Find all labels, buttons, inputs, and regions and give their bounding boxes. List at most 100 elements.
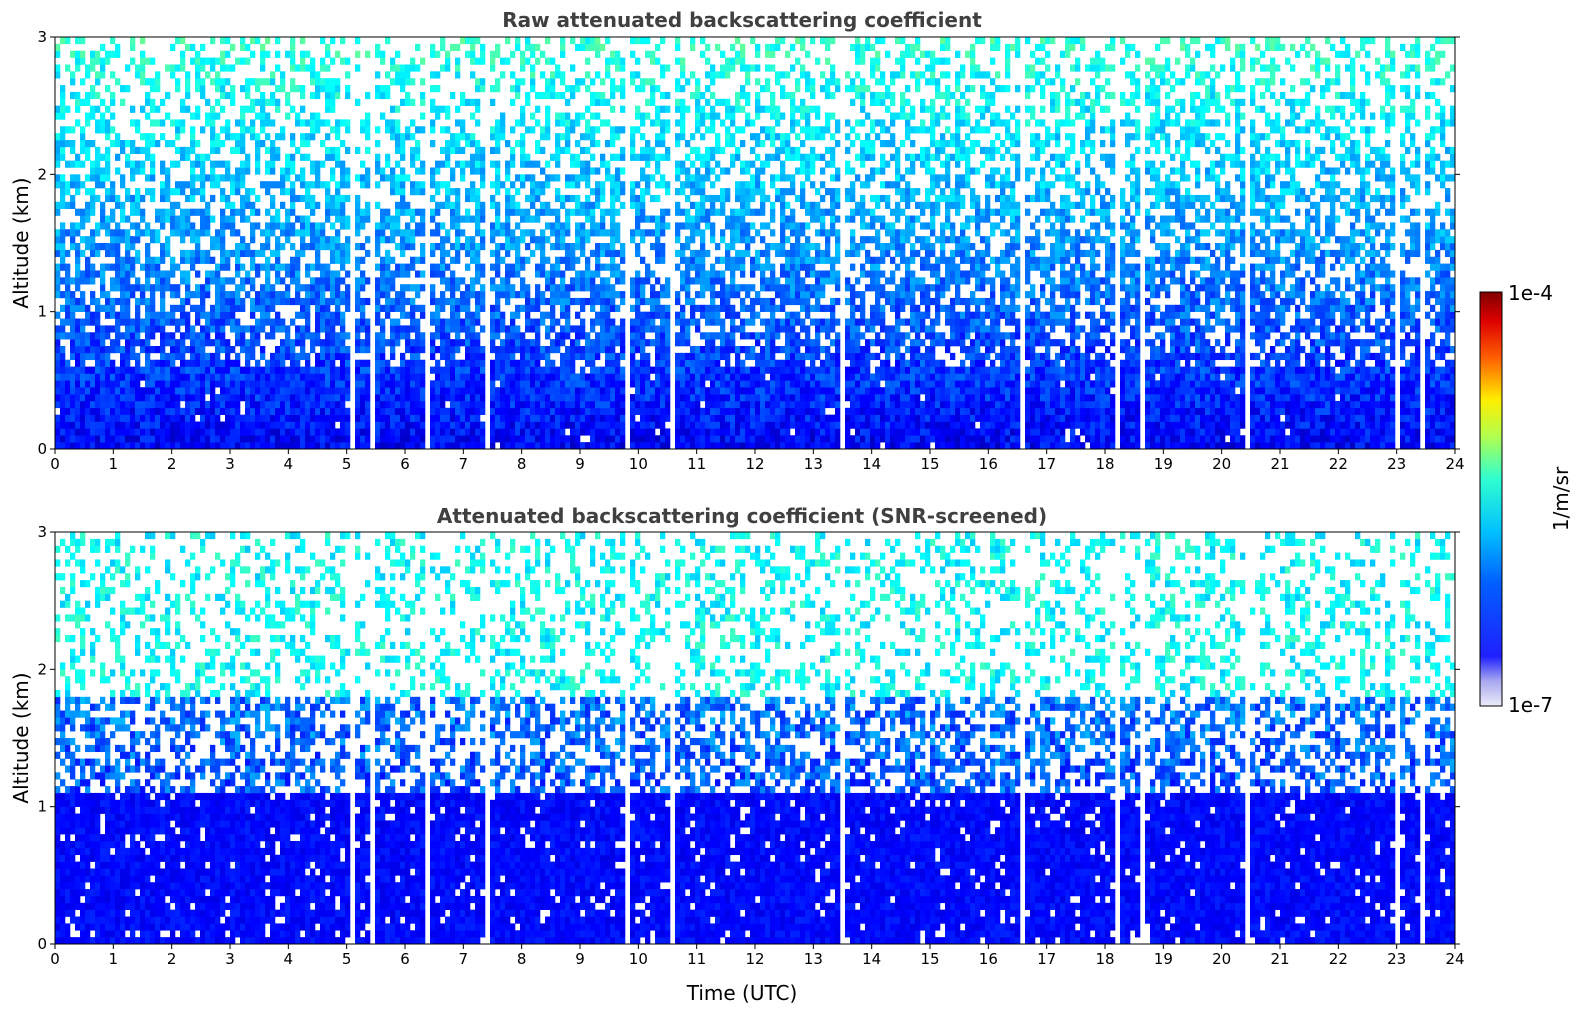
heatmap-cell: [630, 291, 635, 298]
heatmap-cell: [620, 154, 625, 161]
heatmap-cell: [415, 44, 420, 51]
heatmap-cell: [260, 387, 265, 394]
heatmap-cell: [680, 319, 685, 326]
heatmap-cell: [235, 353, 240, 360]
heatmap-cell: [430, 174, 435, 181]
heatmap-cell: [205, 291, 210, 298]
heatmap-cell: [590, 167, 595, 174]
heatmap-cell: [450, 394, 455, 401]
heatmap-cell: [475, 119, 480, 126]
heatmap-cell: [640, 216, 645, 223]
heatmap-cell: [360, 401, 365, 408]
heatmap-cell: [660, 140, 665, 147]
heatmap-cell: [60, 229, 65, 236]
heatmap-cell: [685, 167, 690, 174]
heatmap-cell: [455, 44, 460, 51]
heatmap-cell: [260, 64, 265, 71]
heatmap-cell: [95, 92, 100, 99]
heatmap-cell: [60, 92, 65, 99]
heatmap-cell: [365, 51, 370, 58]
heatmap-cell: [710, 202, 715, 209]
heatmap-cell: [305, 229, 310, 236]
heatmap-cell: [265, 209, 270, 216]
heatmap-cell: [205, 353, 210, 360]
heatmap-cell: [705, 154, 710, 161]
heatmap-cell: [60, 305, 65, 312]
heatmap-cell: [270, 284, 275, 291]
heatmap-cell: [430, 85, 435, 92]
heatmap-cell: [445, 442, 450, 449]
heatmap-cell: [365, 373, 370, 380]
heatmap-cell: [555, 195, 560, 202]
heatmap-cell: [65, 367, 70, 374]
heatmap-cell: [645, 113, 650, 120]
heatmap-cell: [245, 202, 250, 209]
heatmap-cell: [210, 394, 215, 401]
heatmap-cell: [375, 346, 380, 353]
heatmap-cell: [535, 380, 540, 387]
heatmap-cell: [710, 373, 715, 380]
heatmap-cell: [555, 346, 560, 353]
heatmap-cell: [560, 387, 565, 394]
heatmap-cell: [585, 167, 590, 174]
heatmap-cell: [680, 257, 685, 264]
heatmap-cell: [365, 216, 370, 223]
heatmap-cell: [610, 387, 615, 394]
heatmap-cell: [95, 161, 100, 168]
heatmap-cell: [635, 325, 640, 332]
heatmap-cell: [245, 85, 250, 92]
heatmap-cell: [230, 174, 235, 181]
heatmap-cell: [480, 387, 485, 394]
heatmap-cell: [545, 174, 550, 181]
heatmap-cell: [190, 408, 195, 415]
heatmap-cell: [105, 250, 110, 257]
heatmap-cell: [325, 188, 330, 195]
heatmap-cell: [575, 298, 580, 305]
heatmap-cell: [550, 373, 555, 380]
heatmap-cell: [435, 229, 440, 236]
heatmap-cell: [265, 229, 270, 236]
heatmap-cell: [325, 181, 330, 188]
heatmap-cell: [320, 401, 325, 408]
heatmap-cell: [305, 442, 310, 449]
heatmap-cell: [175, 181, 180, 188]
heatmap-cell: [200, 188, 205, 195]
heatmap-cell: [175, 422, 180, 429]
heatmap-cell: [245, 435, 250, 442]
heatmap-cell: [355, 222, 360, 229]
heatmap-cell: [210, 174, 215, 181]
heatmap-cell: [250, 119, 255, 126]
heatmap-cell: [330, 147, 335, 154]
heatmap-cell: [470, 442, 475, 449]
heatmap-cell: [520, 291, 525, 298]
heatmap-cell: [535, 428, 540, 435]
heatmap-cell: [575, 401, 580, 408]
heatmap-cell: [340, 325, 345, 332]
heatmap-cell: [655, 195, 660, 202]
heatmap-cell: [245, 339, 250, 346]
heatmap-cell: [710, 154, 715, 161]
heatmap-cell: [55, 401, 60, 408]
heatmap-cell: [165, 181, 170, 188]
heatmap-cell: [90, 113, 95, 120]
heatmap-cell: [590, 216, 595, 223]
heatmap-cell: [300, 415, 305, 422]
heatmap-cell: [170, 401, 175, 408]
heatmap-cell: [395, 291, 400, 298]
heatmap-cell: [520, 257, 525, 264]
heatmap-cell: [640, 387, 645, 394]
heatmap-cell: [395, 64, 400, 71]
heatmap-cell: [345, 92, 350, 99]
heatmap-cell: [355, 367, 360, 374]
heatmap-cell: [525, 360, 530, 367]
heatmap-cell: [190, 394, 195, 401]
heatmap-cell: [200, 284, 205, 291]
heatmap-cell: [475, 442, 480, 449]
heatmap-cell: [220, 305, 225, 312]
heatmap-cell: [280, 126, 285, 133]
heatmap-cell: [70, 428, 75, 435]
heatmap-cell: [280, 174, 285, 181]
heatmap-cell: [60, 140, 65, 147]
heatmap-cell: [445, 51, 450, 58]
heatmap-cell: [440, 380, 445, 387]
